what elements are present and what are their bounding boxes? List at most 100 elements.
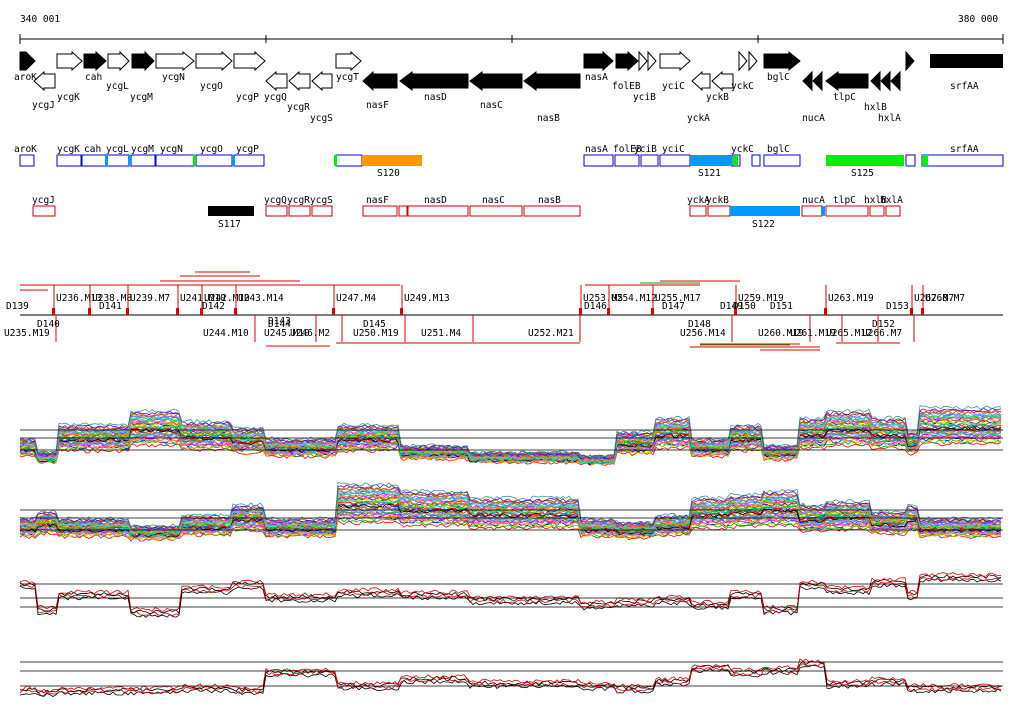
tu-lower-label[interactable]: U235.M19: [4, 328, 50, 339]
segment-S125-box[interactable]: [826, 155, 904, 166]
expression-line: [19, 421, 1002, 463]
tu-lower-label[interactable]: U252.M21: [528, 328, 574, 339]
gene-tlpC[interactable]: [825, 71, 869, 91]
label-ycgP: ycgP: [236, 92, 259, 103]
tu-upper-label[interactable]: U268.M7: [925, 293, 965, 304]
segment-S121-label: S121: [698, 168, 721, 179]
tu-upper-label[interactable]: U247.M4: [336, 293, 376, 304]
tu-upper-label[interactable]: U267.M7: [914, 293, 954, 304]
gene-aroK[interactable]: [19, 51, 36, 71]
red-label-ycgS: ycgS: [310, 195, 333, 206]
gene-ycgM[interactable]: [131, 50, 155, 72]
tu-upper-label[interactable]: U253.M5: [583, 293, 623, 304]
gene-ycgJ[interactable]: [33, 70, 56, 92]
segment-S122-box[interactable]: [730, 206, 800, 216]
tu-upper-marker: [734, 308, 737, 315]
segment-S117-box[interactable]: [208, 206, 254, 216]
gene-cah[interactable]: [83, 50, 107, 72]
tu-upper-label[interactable]: U254.M12: [611, 293, 657, 304]
tu-d-label[interactable]: D152: [872, 319, 895, 330]
tu-d-label[interactable]: D145: [363, 319, 386, 330]
tu-upper-label[interactable]: U259.M19: [738, 293, 784, 304]
tu-d-label[interactable]: D153: [886, 301, 909, 312]
tu-d-label[interactable]: D139: [6, 301, 29, 312]
tu-lower-label[interactable]: U245.M10: [264, 328, 310, 339]
gene-yckC-2[interactable]: [748, 50, 758, 72]
tu-lower-label[interactable]: U244.M10: [203, 328, 249, 339]
tu-d-label[interactable]: D148: [688, 319, 711, 330]
tu-upper-marker: [332, 308, 335, 315]
expression-line: [19, 411, 1002, 463]
gene-yckC[interactable]: [738, 50, 748, 72]
tu-upper-label[interactable]: U263.M19: [828, 293, 874, 304]
gene-nucA-2[interactable]: [812, 70, 823, 92]
tu-upper-label[interactable]: U236.M13: [56, 293, 102, 304]
tu-lower-label[interactable]: U256.M14: [680, 328, 726, 339]
gene-ycgP[interactable]: [233, 50, 266, 72]
tu-lower-label[interactable]: U246.M2: [290, 328, 330, 339]
gene-ycgO[interactable]: [195, 50, 233, 72]
gene-nucA[interactable]: [802, 70, 813, 92]
gene-nasD[interactable]: [399, 71, 469, 91]
gene-hxlB[interactable]: [870, 70, 881, 92]
gene-ycgN[interactable]: [155, 50, 195, 72]
tu-d-label[interactable]: D144: [268, 319, 291, 330]
gene-folEB[interactable]: [615, 50, 639, 72]
label-yckB: yckB: [706, 92, 729, 103]
tu-upper-label[interactable]: U238.M8: [92, 293, 132, 304]
tu-d-label[interactable]: D151: [770, 301, 793, 312]
tu-upper-label[interactable]: U255.M17: [655, 293, 701, 304]
tu-d-label[interactable]: D143: [268, 316, 291, 327]
tu-upper-label[interactable]: U239.M7: [130, 293, 170, 304]
expression-line: [19, 407, 1002, 460]
expression-line: [19, 481, 1002, 529]
gene-yciB[interactable]: [638, 50, 648, 72]
gene-yckA[interactable]: [691, 70, 711, 92]
tu-upper-label[interactable]: U241.M10: [180, 293, 226, 304]
tu-d-label[interactable]: D140: [37, 319, 60, 330]
gene-ycgL[interactable]: [107, 50, 130, 72]
gene-ycgR[interactable]: [288, 70, 311, 92]
gene-ycgQ[interactable]: [265, 70, 288, 92]
tu-d-label[interactable]: D150: [733, 301, 756, 312]
tu-lower-label[interactable]: U265.M12: [826, 328, 872, 339]
red-region-track: ycgJ ycgQ ycgR ycgS nasF nasD nasC nasB …: [32, 195, 903, 230]
tu-upper-label[interactable]: U243.M14: [238, 293, 284, 304]
tu-lower-label[interactable]: U261.M19: [790, 328, 836, 339]
gene-hxlA[interactable]: [890, 70, 901, 92]
tu-d-label[interactable]: D146: [584, 301, 607, 312]
segment-S121-box[interactable]: [690, 155, 732, 166]
label-ycgS: ycgS: [310, 113, 333, 124]
gene-yciC[interactable]: [659, 50, 691, 72]
blue-label-ycgP: ycgP: [236, 144, 259, 155]
tu-upper-label[interactable]: U249.M13: [404, 293, 450, 304]
gene-ycgT[interactable]: [335, 50, 362, 72]
gene-nasB[interactable]: [523, 71, 581, 91]
tu-upper-label[interactable]: U242.M10: [204, 293, 250, 304]
segment-S120-box[interactable]: [362, 155, 422, 166]
tu-d-label[interactable]: D149: [720, 301, 743, 312]
tu-lower-label[interactable]: U250.M19: [353, 328, 399, 339]
gene-bglC[interactable]: [763, 50, 801, 72]
tu-lower-label[interactable]: U260.M19: [758, 328, 804, 339]
tu-lower-label[interactable]: U251.M4: [421, 328, 461, 339]
expression-line: [20, 658, 1002, 693]
expression-line: [19, 511, 1002, 540]
gene-ycgK[interactable]: [56, 50, 83, 72]
label-yciB: yciB: [633, 92, 656, 103]
tu-lower-label[interactable]: U266.M7: [862, 328, 902, 339]
label-tlpC: tlpC: [833, 92, 856, 103]
tu-d-label[interactable]: D141: [99, 301, 122, 312]
gene-yckB[interactable]: [711, 70, 734, 92]
gene-srfAA[interactable]: [930, 54, 1003, 68]
axis-start-label: 340 001: [20, 14, 60, 25]
gene-nasF[interactable]: [362, 70, 398, 92]
tu-d-label[interactable]: D142: [202, 301, 225, 312]
gene-hxlB-2[interactable]: [880, 70, 891, 92]
gene-srfAA-arrow[interactable]: [905, 50, 915, 72]
gene-nasA[interactable]: [583, 50, 614, 72]
gene-yciB-2[interactable]: [647, 50, 657, 72]
gene-nasC[interactable]: [469, 71, 523, 91]
tu-d-label[interactable]: D147: [662, 301, 685, 312]
gene-ycgS[interactable]: [311, 70, 333, 92]
